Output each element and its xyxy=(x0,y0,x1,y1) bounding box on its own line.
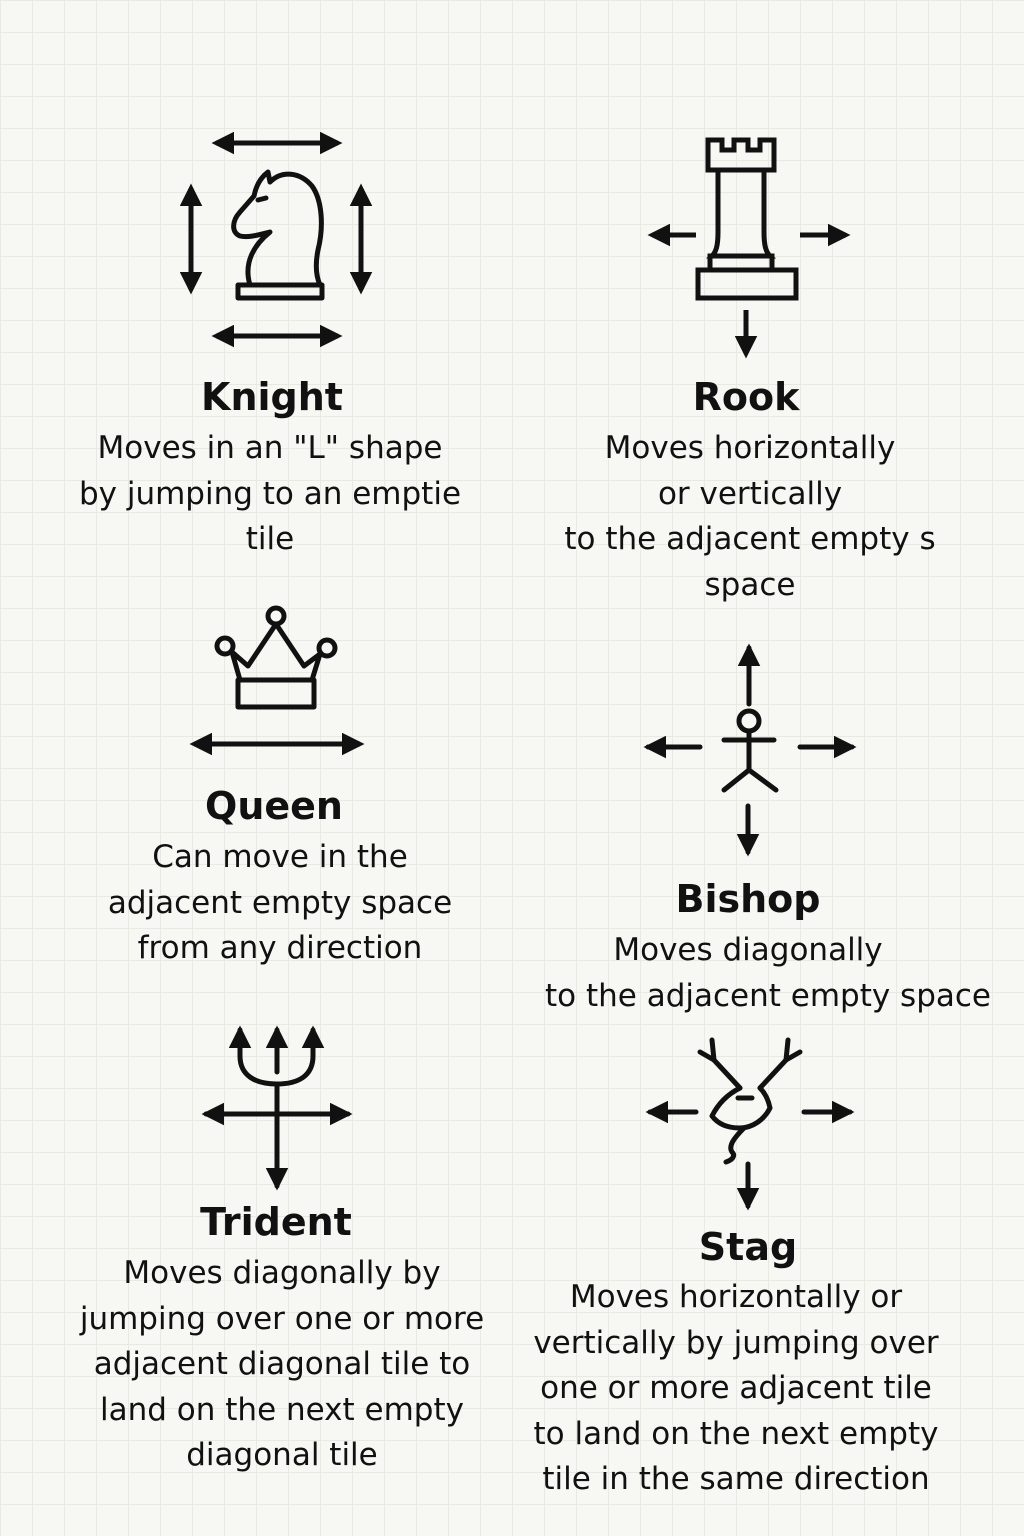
piece-title: Trident xyxy=(200,1200,352,1244)
piece-title: Queen xyxy=(205,784,343,828)
knight-icon xyxy=(179,131,373,348)
piece-title: Stag xyxy=(698,1225,798,1269)
piece-description: Moves horizontally or vertically to the … xyxy=(564,430,936,603)
piece-description: Moves in an "L" shape by jumping to an e… xyxy=(78,430,462,557)
stick-figure-icon xyxy=(643,643,857,857)
piece-description: Moves horizontally or vertically by jump… xyxy=(533,1279,939,1497)
piece-title: Bishop xyxy=(675,877,821,921)
crown-icon xyxy=(189,605,365,756)
piece-title: Rook xyxy=(692,375,800,419)
stag-icon xyxy=(645,1037,855,1211)
piece-description: Moves diagonally by jumping over one or … xyxy=(79,1255,485,1473)
piece-description: Moves diagonally to the adjacent empty s… xyxy=(544,932,992,1014)
rook-icon xyxy=(647,137,851,359)
trident-icon xyxy=(201,1025,353,1191)
piece-title: Knight xyxy=(201,375,343,419)
piece-description: Can move in the adjacent empty space fro… xyxy=(107,839,453,966)
